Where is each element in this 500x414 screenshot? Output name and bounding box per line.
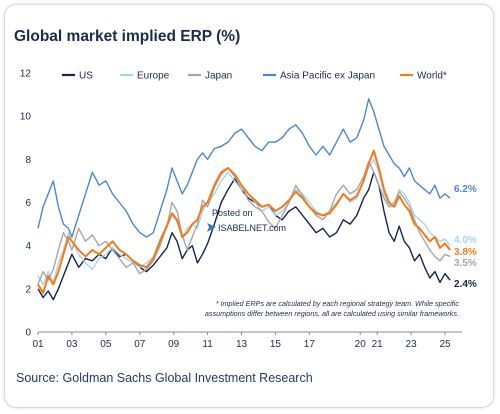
chart-card [4, 4, 494, 408]
x-tick-label: 23 [406, 339, 418, 350]
legend-label: US [79, 71, 93, 82]
y-tick-label: 0 [25, 328, 31, 339]
series-line-3 [37, 98, 451, 238]
x-tick-label: 20 [355, 339, 367, 350]
y-tick-label: 6 [25, 198, 31, 209]
end-label: 3.8% [454, 247, 477, 258]
x-tick-label: 09 [168, 339, 180, 350]
watermark-line1: Posted on [212, 208, 253, 218]
source-note: Source: Goldman Sachs Global Investment … [16, 371, 313, 385]
y-tick-label: 2 [25, 284, 31, 295]
legend-label: Europe [137, 71, 170, 82]
legend: US Europe Japan Asia Pacific ex Japan World* [62, 71, 447, 82]
end-label: 2.4% [454, 279, 477, 290]
watermark: Posted on ISABELNET.com [207, 208, 286, 233]
footnote-line1: * Implied ERPs are calculated by each re… [216, 299, 460, 308]
y-tick-label: 4 [25, 241, 31, 252]
chart-title: Global market implied ERP (%) [14, 28, 241, 45]
end-label: 3.5% [454, 258, 477, 269]
x-tick-label: 13 [236, 339, 248, 350]
x-tick-label: 11 [202, 339, 213, 350]
legend-label: Japan [205, 71, 232, 82]
legend-label: World* [417, 71, 447, 82]
x-tick-label: 17 [304, 339, 316, 350]
footnote-line2: assumptions differ between regions, all … [205, 309, 459, 318]
series-line-1 [37, 158, 451, 286]
x-tick-label: 25 [439, 339, 451, 350]
legend-label: Asia Pacific ex Japan [280, 71, 375, 82]
end-label: 6.2% [454, 184, 477, 195]
x-tick-label: 03 [66, 339, 78, 350]
watermark-line2: ISABELNET.com [218, 223, 286, 233]
y-tick-label: 8 [25, 155, 31, 166]
x-tick-label: 07 [134, 339, 146, 350]
series-layer [37, 98, 451, 301]
y-tick-label: 10 [20, 112, 32, 123]
axes: 0 2 4 6 8 10 12 01 03 05 07 09 11 13 15 17 20 21 23 25 [20, 69, 462, 350]
x-tick-label: 05 [100, 339, 112, 350]
end-labels: 2.4% 4.0% 3.5% 6.2% 3.8% [454, 184, 477, 290]
x-tick-label: 15 [270, 339, 282, 350]
end-label: 4.0% [454, 235, 477, 246]
x-tick-label: 01 [32, 339, 44, 350]
y-tick-label: 12 [20, 69, 32, 80]
x-tick-label: 21 [372, 339, 384, 350]
footnote: * Implied ERPs are calculated by each re… [205, 299, 459, 318]
series-line-world-top [37, 149, 451, 295]
series-line-4 [37, 149, 451, 295]
watermark-arrow-icon [207, 223, 216, 232]
